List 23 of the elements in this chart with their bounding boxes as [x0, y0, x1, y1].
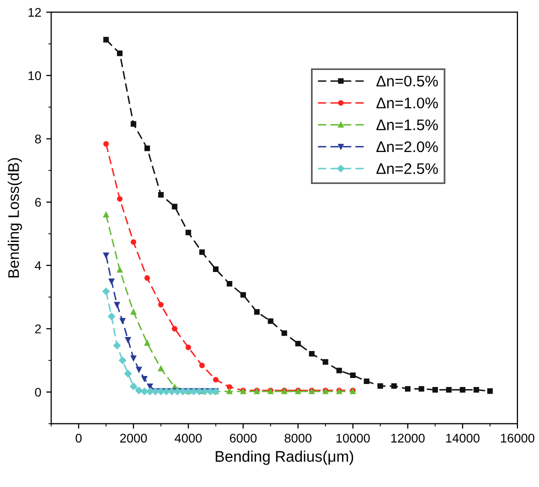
x-tick-label: 14000 — [446, 434, 480, 443]
x-tick-label: 2000 — [120, 434, 147, 443]
legend-label: Δn=0.5% — [376, 76, 438, 87]
y-tick-label: 10 — [28, 71, 41, 80]
y-tick-label: 12 — [28, 8, 41, 17]
y-tick-label: 2 — [35, 324, 41, 334]
legend-label: Δn=1.5% — [376, 120, 438, 130]
x-tick-label: 12000 — [391, 434, 425, 443]
y-tick-label: 0 — [35, 388, 41, 397]
x-tick-label: 0 — [76, 434, 82, 443]
x-axis-title: Bending Radius(μm) — [216, 450, 354, 465]
y-tick-label: 4 — [34, 261, 42, 270]
y-tick-label: 6 — [35, 198, 41, 207]
y-tick-label: 8 — [35, 134, 41, 144]
x-tick-label: 10000 — [336, 434, 370, 443]
legend-label: Δn=1.0% — [376, 98, 438, 108]
y-axis-title: Bending Loss(dB) — [8, 158, 22, 278]
x-tick-label: 6000 — [230, 434, 257, 443]
x-tick-label: 16000 — [501, 434, 534, 443]
legend-label: Δn=2.5% — [376, 163, 438, 174]
legend-label: Δn=2.0% — [376, 141, 438, 152]
x-tick-label: 4000 — [174, 434, 202, 443]
x-tick-label: 8000 — [284, 434, 312, 443]
